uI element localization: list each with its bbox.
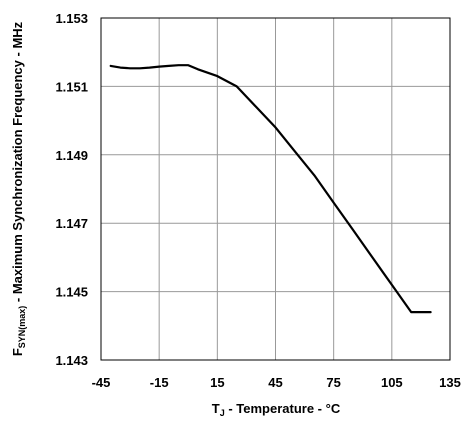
x-axis-label-suffix: - Temperature - °C [225, 401, 341, 416]
y-axis-label-subscript: SYN(max) [17, 306, 27, 349]
x-tick-label: -45 [92, 375, 111, 390]
y-tick-label: 1.145 [55, 285, 88, 300]
y-tick-label: 1.147 [55, 216, 88, 231]
y-tick-label: 1.151 [55, 79, 88, 94]
x-tick-labels: -45 -15 15 45 75 105 135 [92, 375, 461, 390]
x-tick-label: 135 [439, 375, 461, 390]
y-axis-label-suffix: - Maximum Synchronization Frequency - MH… [10, 21, 25, 305]
y-axis-label: FSYN(max) - Maximum Synchronization Freq… [10, 21, 27, 356]
series-layer [109, 64, 432, 314]
y-tick-labels: 1.153 1.151 1.149 1.147 1.145 1.143 [55, 11, 88, 368]
x-tick-label: 45 [268, 375, 282, 390]
x-tick-label: 105 [381, 375, 403, 390]
plot-frame [100, 17, 451, 361]
x-tick-label: -15 [150, 375, 169, 390]
y-tick-label: 1.153 [55, 11, 88, 26]
x-tick-label: 15 [210, 375, 224, 390]
x-axis-label-main: T [212, 401, 220, 416]
grid [101, 18, 450, 360]
y-tick-label: 1.149 [55, 148, 88, 163]
y-axis-label-main: F [10, 348, 25, 356]
y-tick-label: 1.143 [55, 353, 88, 368]
x-axis-label-subscript: J [220, 408, 225, 418]
x-axis-label: TJ - Temperature - °C [212, 401, 341, 418]
series-line [109, 64, 432, 314]
x-tick-label: 75 [326, 375, 340, 390]
